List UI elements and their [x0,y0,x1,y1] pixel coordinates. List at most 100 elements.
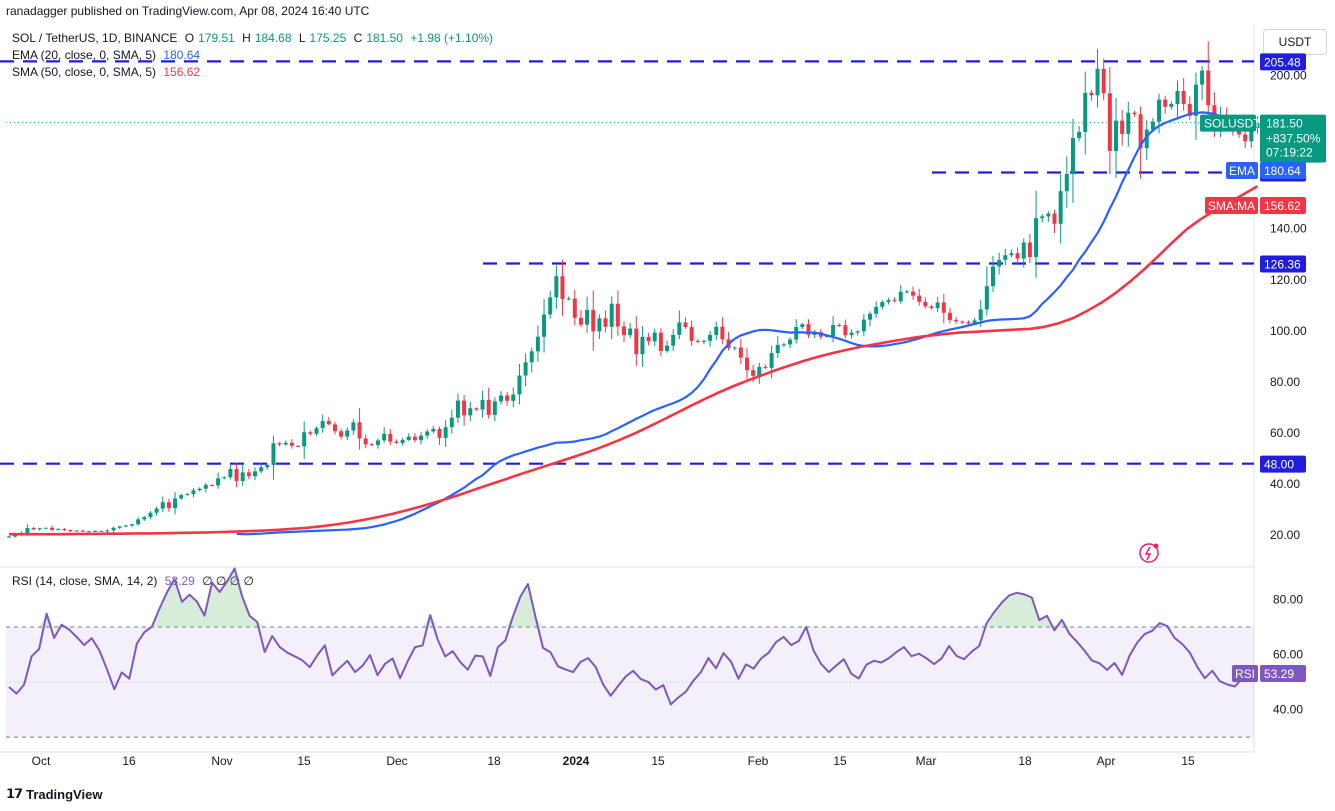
candle-body [548,297,553,315]
candle-body [861,319,866,332]
candle-body [68,530,73,532]
candle-body [628,328,633,336]
currency-button[interactable]: USDT [1263,29,1327,55]
candle-body [1230,123,1235,130]
candle-body [179,495,184,499]
rsi-legend[interactable]: RSI (14, close, SMA, 14, 2) 53.29 ∅ ∅ ∅ … [12,574,258,588]
candle-body [142,517,147,520]
candle-body [228,469,233,478]
time-tick-label: Mar [916,754,937,768]
candle-body [13,535,18,537]
tradingview-logo[interactable]: 𝟭𝟳 TradingView [6,786,102,802]
candle-body [708,334,713,341]
candle-body [806,324,811,335]
time-tick-label: Feb [748,754,769,768]
candle-body [148,512,153,518]
candle-body [437,428,442,438]
candle-body [603,318,608,327]
open-label: O [184,31,195,45]
candle-body [775,344,780,354]
candle-body [1187,104,1192,116]
candle-body [911,291,916,296]
candle-body [572,298,577,318]
candle-body [898,291,903,302]
candle-body [1107,93,1112,152]
candle-body [529,351,534,363]
rsi-tag-value-bg [1260,665,1306,682]
candle-body [1120,120,1125,134]
ema-value: 180.64 [163,48,201,62]
ema-tag-value: 180.64 [1264,164,1301,178]
sma-tag-label: SMA:MA [1208,199,1255,213]
level-tag-bg [1260,53,1306,71]
time-tick-label: 15 [297,754,311,768]
candle-body [1132,112,1137,115]
candle-body [732,347,737,349]
candle-body [886,300,891,302]
candle-body [394,441,399,443]
candle-body [486,399,491,415]
candle-body [1150,121,1155,130]
candle-body [634,328,639,355]
candle-body [173,498,178,509]
time-tick-label: 15 [833,754,847,768]
candle-body [382,433,387,441]
candle-body [800,324,805,328]
candle-body [86,531,91,533]
candle-body [111,527,116,531]
candle-body [831,324,836,336]
candle-body [615,303,620,327]
candle-body [369,444,374,446]
price-tick-label: 180.00 [1270,119,1307,133]
price-tick-label: 80.00 [1270,375,1300,389]
candle-body [868,313,872,320]
candle-body [50,527,55,530]
symbol-title: SOL / TetherUS, 1D, BINANCE [12,31,178,45]
lightning-icon [1139,543,1159,563]
rsi-value: 53.29 [164,574,195,588]
candle-body [1126,112,1131,134]
sma-legend[interactable]: SMA (50, close, 0, SMA, 5) 156.62 [12,65,204,79]
candle-body [769,353,774,368]
sma-label: SMA (50, close, 0, SMA, 5) [12,65,157,79]
candle-body [455,400,460,418]
candle-body [289,442,294,446]
candle-body [1083,92,1088,132]
candle-body [1003,255,1008,260]
candle-body [56,529,61,531]
candle-body [130,524,134,526]
candle-body [62,529,67,531]
candle-body [997,259,1002,267]
candle-body [283,442,288,445]
candle-body [1200,70,1205,85]
candle-body [1089,92,1094,96]
candle-body [166,502,171,509]
close-label: C [353,31,363,45]
candle-body [222,477,227,479]
lightning-bolt-icon [1144,546,1152,561]
candle-body [763,366,768,368]
candle-body [1064,174,1069,192]
candle-body [695,340,700,342]
time-tick-label: Dec [386,754,407,768]
candle-body [31,528,36,530]
price-tick-label: 120.00 [1270,273,1307,287]
sma-tag-label-bg [1205,197,1258,214]
ema-label: EMA (20, close, 0, SMA, 5) [12,48,157,62]
candle-body [1175,90,1180,105]
candle-body [1218,116,1223,127]
candle-body [216,478,221,486]
candle-body [966,322,971,324]
candle-body [818,332,823,337]
candle-body [314,428,319,434]
candle-body [947,312,952,321]
level-tag: 162.00 [1264,166,1301,180]
ema-legend[interactable]: EMA (20, close, 0, SMA, 5) 180.64 [12,48,204,62]
rsi-band [6,626,1254,738]
candle-body [363,438,368,445]
candle-body [154,508,159,513]
time-tick-label: 18 [1018,754,1032,768]
candle-body [1144,129,1149,149]
candle-body [609,303,614,327]
